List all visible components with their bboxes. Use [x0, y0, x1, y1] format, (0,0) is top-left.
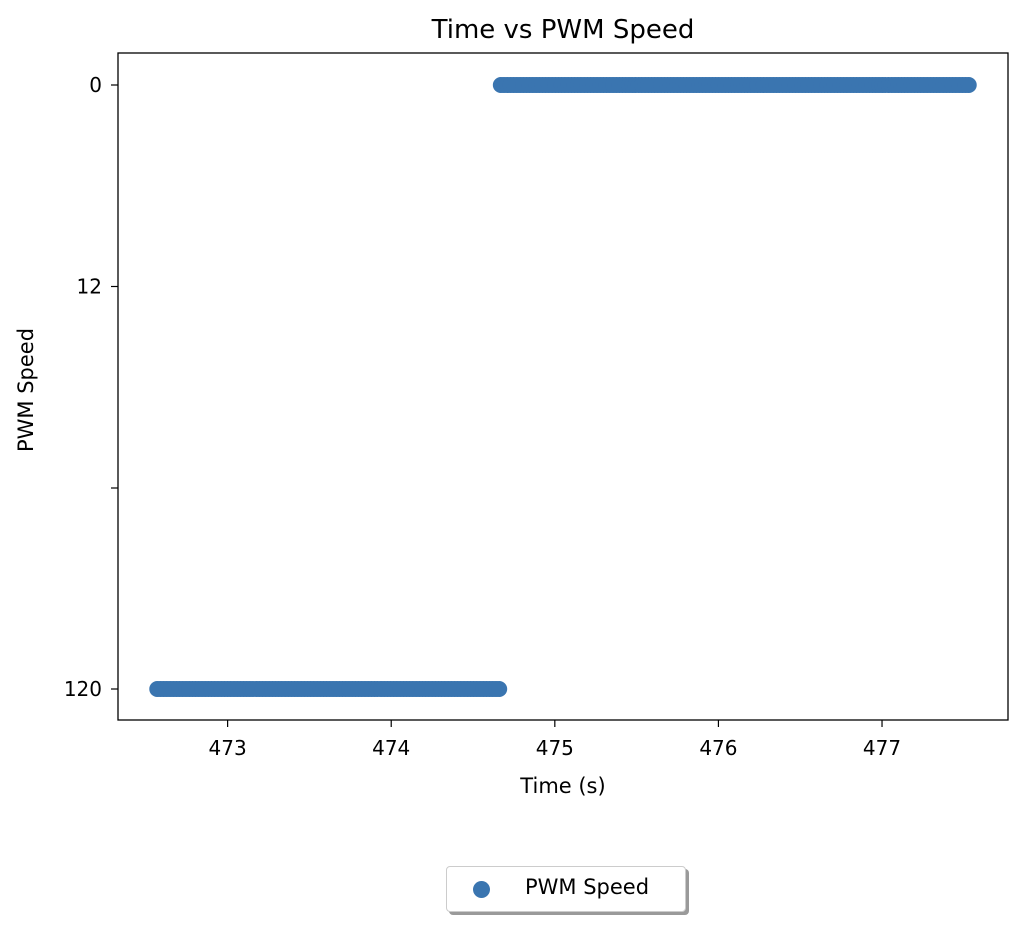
x-axis-label: Time (s)	[519, 774, 605, 798]
y-tick-label: 120	[64, 677, 102, 701]
x-tick-label: 473	[209, 736, 247, 760]
x-tick-label: 475	[536, 736, 574, 760]
data-point	[960, 77, 977, 93]
legend-marker	[473, 881, 490, 898]
plot-frame	[117, 52, 1009, 721]
legend: PWM Speed	[446, 866, 686, 912]
x-axis: 473 474 475 476 477	[209, 720, 901, 760]
y-axis-label: PWM Speed	[14, 328, 38, 452]
legend-label: PWM Speed	[525, 875, 650, 899]
x-tick-label: 477	[863, 736, 901, 760]
y-tick-label: 0	[89, 73, 102, 97]
chart-title: Time vs PWM Speed	[431, 15, 695, 45]
data-point	[491, 681, 508, 697]
y-tick-label: 12	[77, 275, 102, 299]
x-tick-label: 474	[372, 736, 410, 760]
y-axis: 0 12 120	[64, 73, 118, 701]
points-layer	[149, 77, 977, 697]
x-tick-label: 476	[699, 736, 737, 760]
